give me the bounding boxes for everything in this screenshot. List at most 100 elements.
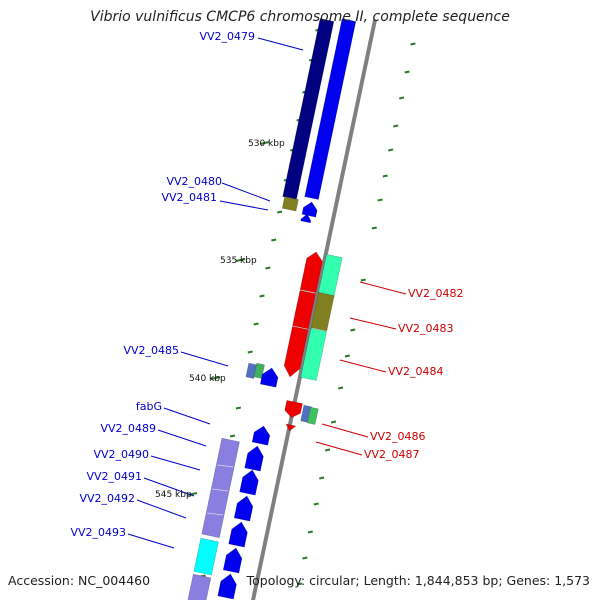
tick-mark xyxy=(277,210,283,214)
tick-mark xyxy=(371,226,377,230)
label-connector xyxy=(221,182,271,202)
label-connector xyxy=(321,423,369,438)
tick-mark xyxy=(259,294,265,298)
gene-vv2-0487 xyxy=(285,423,297,432)
tick-mark xyxy=(398,96,405,100)
gene-band-lavender-2 xyxy=(186,573,212,604)
operon-gene-1 xyxy=(239,469,259,496)
tick-mark xyxy=(338,386,344,390)
gene-vv2-0483-b xyxy=(310,291,335,332)
kbp-tick xyxy=(259,141,270,145)
gene-label-right: VV2_0486 xyxy=(370,430,426,443)
gene-vv2-0493-band xyxy=(193,537,219,576)
tick-mark xyxy=(388,148,394,152)
tick-mark xyxy=(382,174,388,178)
accession-text: Accession: NC_004460 xyxy=(8,573,151,588)
band-separator xyxy=(217,464,234,468)
tick-mark xyxy=(296,582,303,586)
label-connectors xyxy=(127,37,407,549)
chromosome-backbone xyxy=(250,19,377,604)
tick-mark xyxy=(302,556,308,560)
tick-mark xyxy=(247,350,253,354)
gene-label-left: VV2_0490 xyxy=(93,448,149,461)
gene-vv2-0483-a xyxy=(292,289,316,330)
kbp-label: 540 kbp xyxy=(189,374,226,384)
gene-vv2-0485-a xyxy=(245,362,257,379)
label-connector xyxy=(219,200,269,211)
gene-label-right: VV2_0484 xyxy=(388,365,444,378)
gene-vv2-0481 xyxy=(300,213,312,224)
tick-mark xyxy=(313,502,319,506)
tick-mark xyxy=(235,406,242,410)
operon-gene-5 xyxy=(217,573,237,600)
gene-vv2-0484-a xyxy=(283,325,309,378)
operon-gene-2 xyxy=(233,495,254,522)
gene-vv2-0479-b xyxy=(304,18,357,200)
label-connector xyxy=(349,317,397,330)
tick-mark xyxy=(377,198,383,202)
tick-mark xyxy=(330,420,337,424)
tick-mark xyxy=(410,42,416,46)
gene-vv2-0486 xyxy=(284,399,303,419)
operon-gene-4 xyxy=(222,547,243,574)
gene-features xyxy=(186,18,357,604)
kbp-tick xyxy=(210,376,221,380)
kbp-label: 530 kbp xyxy=(248,139,285,149)
gene-label-left: fabG xyxy=(136,400,162,413)
kbp-label: 535 kbp xyxy=(220,256,257,266)
label-connector xyxy=(143,477,195,497)
gene-label-left: VV2_0481 xyxy=(161,191,217,204)
gene-band-lavender xyxy=(201,437,240,539)
label-connector xyxy=(359,281,407,295)
gene-labels: 530 kbp 535 kbp 540 kbp 545 kbp VV2_0479 VV2_… xyxy=(70,30,463,539)
label-connector xyxy=(127,533,175,549)
gene-label-left: VV2_0493 xyxy=(70,526,126,539)
tick-mark xyxy=(344,354,350,358)
gene-vv2-0482-a xyxy=(299,251,323,294)
tick-marks xyxy=(187,28,416,586)
gene-vv2-0486-c xyxy=(306,406,319,425)
tick-mark xyxy=(324,448,331,452)
tick-mark xyxy=(393,124,399,128)
gene-label-left: VV2_0492 xyxy=(79,492,135,505)
gene-vv2-0484-b xyxy=(300,327,328,381)
tick-mark xyxy=(265,266,271,270)
tick-mark xyxy=(253,322,259,326)
gene-label-left: VV2_0480 xyxy=(166,175,222,188)
gene-label-left: VV2_0479 xyxy=(199,30,255,43)
label-connector xyxy=(163,407,211,425)
label-connector xyxy=(150,455,201,471)
tick-mark xyxy=(229,434,236,438)
kbp-tick xyxy=(235,258,246,262)
gene-label-right: VV2_0487 xyxy=(364,448,420,461)
tick-mark xyxy=(271,238,277,242)
gene-label-left: VV2_0489 xyxy=(100,422,156,435)
gene-label-left: VV2_0485 xyxy=(123,344,179,357)
map-title: Vibrio vulnificus CMCP6 chromosome II, c… xyxy=(90,9,510,25)
label-connector xyxy=(257,37,304,51)
gene-vv2-0485-c xyxy=(259,367,279,388)
tick-mark xyxy=(307,530,313,534)
operon-gene-3 xyxy=(228,521,248,548)
label-connector xyxy=(136,499,187,519)
gene-vv2-0480-arrow xyxy=(301,201,318,218)
tick-mark xyxy=(350,328,356,332)
label-connector xyxy=(180,351,229,367)
tick-mark xyxy=(360,278,366,282)
gene-label-right: VV2_0482 xyxy=(408,287,464,300)
gene-label-left: VV2_0491 xyxy=(86,470,142,483)
tick-mark xyxy=(404,70,410,74)
label-connector xyxy=(315,441,363,456)
kbp-label: 545 kbp xyxy=(155,490,192,500)
gene-vv2-0480 xyxy=(281,196,299,212)
label-connector xyxy=(339,359,387,373)
operon-gene-0 xyxy=(244,445,264,472)
tick-mark xyxy=(319,476,325,480)
label-connector xyxy=(157,429,207,447)
topology-text: Topology: circular; Length: 1,844,853 bp… xyxy=(246,573,590,588)
gene-fabg xyxy=(251,425,271,446)
band-separator xyxy=(212,488,229,492)
gene-label-right: VV2_0483 xyxy=(398,322,454,335)
